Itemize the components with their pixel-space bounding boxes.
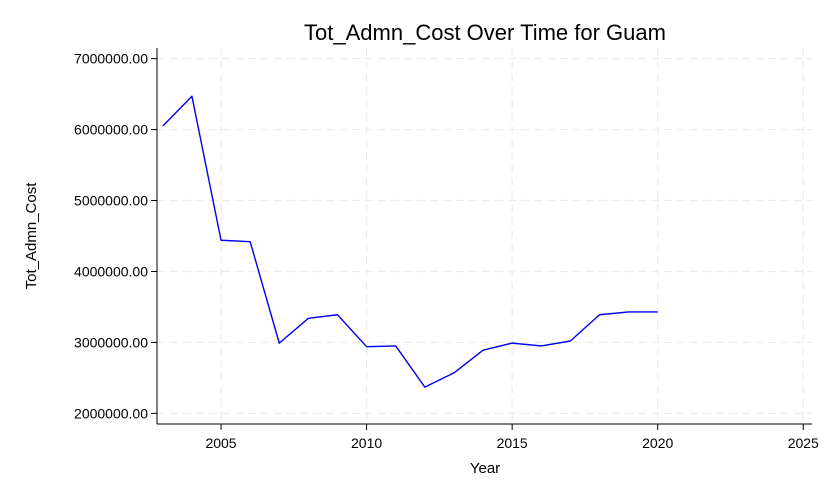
data-point <box>394 344 398 348</box>
x-tick-label: 2020 <box>642 435 673 451</box>
y-tick-label: 4000000.00 <box>74 263 148 279</box>
data-point <box>365 345 369 349</box>
series-line <box>162 95 658 388</box>
y-tick-label: 3000000.00 <box>74 334 148 350</box>
x-tick-label: 2005 <box>205 435 236 451</box>
ticks: 2000000.00 3000000.00 4000000.00 5000000.00… <box>74 51 819 451</box>
data-point <box>423 385 427 389</box>
data-point <box>248 240 252 244</box>
y-tick-label: 2000000.00 <box>74 405 148 421</box>
data-point <box>568 339 572 343</box>
series <box>161 94 660 389</box>
chart-title: Tot_Admn_Cost Over Time for Guam <box>304 20 666 45</box>
data-point <box>335 313 339 317</box>
y-tick-label: 6000000.00 <box>74 122 148 138</box>
data-point <box>539 344 543 348</box>
data-point <box>306 316 310 320</box>
data-point <box>277 341 281 345</box>
x-axis-label: Year <box>470 460 500 477</box>
data-point <box>627 310 631 314</box>
data-point <box>597 313 601 317</box>
x-tick-label: 2025 <box>788 435 819 451</box>
data-point <box>510 341 514 345</box>
data-point <box>481 348 485 352</box>
data-point <box>656 310 660 314</box>
grid <box>157 48 812 424</box>
data-point <box>219 238 223 242</box>
y-tick-label: 7000000.00 <box>74 51 148 67</box>
x-tick-label: 2015 <box>497 435 528 451</box>
data-point <box>190 94 194 98</box>
data-point <box>452 371 456 375</box>
y-tick-label: 5000000.00 <box>74 193 148 209</box>
x-tick-label: 2010 <box>351 435 382 451</box>
y-axis-label: Tot_Admn_Cost <box>23 182 40 290</box>
data-point <box>161 124 165 128</box>
